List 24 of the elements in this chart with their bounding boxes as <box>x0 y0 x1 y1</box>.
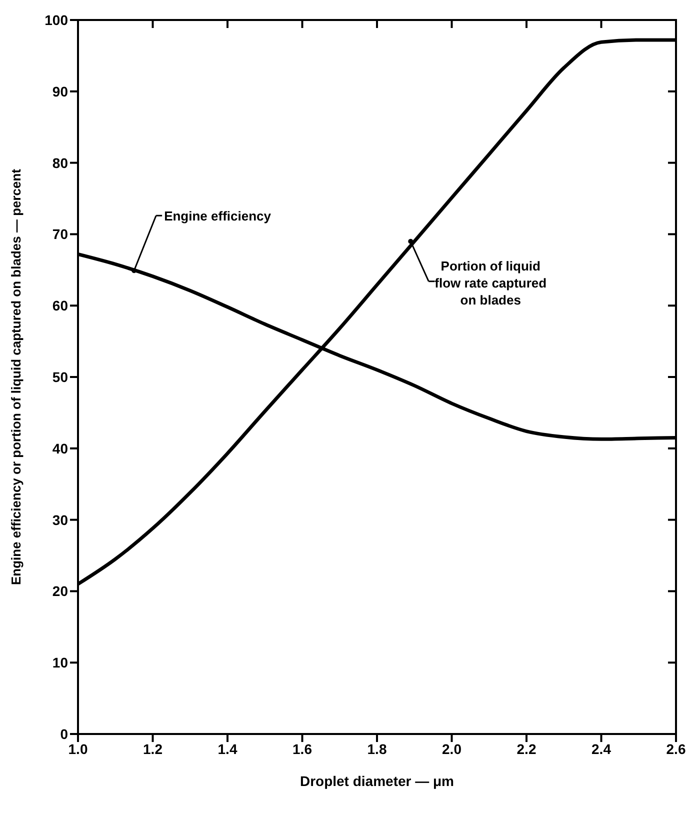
x-tick-label: 1.4 <box>218 740 238 757</box>
x-axis-title: Droplet diameter — μm <box>300 773 454 789</box>
x-tick-label: 2.6 <box>666 740 686 757</box>
y-tick-label: 80 <box>52 154 68 171</box>
y-tick-label: 20 <box>52 583 68 600</box>
y-tick-label: 30 <box>52 512 68 528</box>
y-tick-label: 10 <box>52 654 68 671</box>
x-tick-label: 2.0 <box>442 740 462 757</box>
x-tick-label: 1.0 <box>68 740 88 757</box>
y-tick-label: 0 <box>60 726 68 742</box>
y-tick-label: 90 <box>52 83 68 100</box>
y-tick-label: 60 <box>52 298 68 314</box>
y-tick-label: 40 <box>52 440 68 456</box>
y-tick-label: 70 <box>52 226 68 242</box>
annotation: Portion of liquid flow rate captured on blades <box>434 258 547 308</box>
y-tick-label: 50 <box>52 368 68 385</box>
y-axis-title: Engine efficiency or portion of liquid captured on blades — percent <box>8 168 24 586</box>
x-tick-label: 1.6 <box>292 740 312 757</box>
x-tick-label: 1.8 <box>367 740 387 757</box>
y-tick-label: 100 <box>44 12 68 28</box>
x-tick-label: 1.2 <box>143 740 163 757</box>
annotation: Engine efficiency <box>164 208 272 224</box>
x-tick-label: 2.2 <box>516 740 536 757</box>
x-tick-label: 2.4 <box>592 740 612 757</box>
